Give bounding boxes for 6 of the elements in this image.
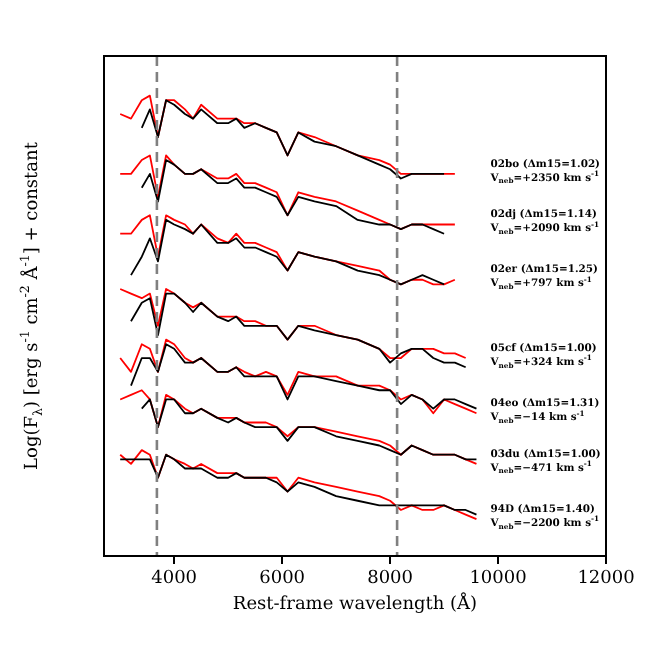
x-tick-label: 4000 [151,569,198,590]
x-tick-label: 8000 [367,569,414,590]
x-tick-label: 10000 [469,569,528,590]
x-axis-title: Rest-frame wavelength (Å) [232,590,478,615]
x-tick-label: 12000 [577,569,636,590]
x-tick-label: 6000 [259,569,306,590]
